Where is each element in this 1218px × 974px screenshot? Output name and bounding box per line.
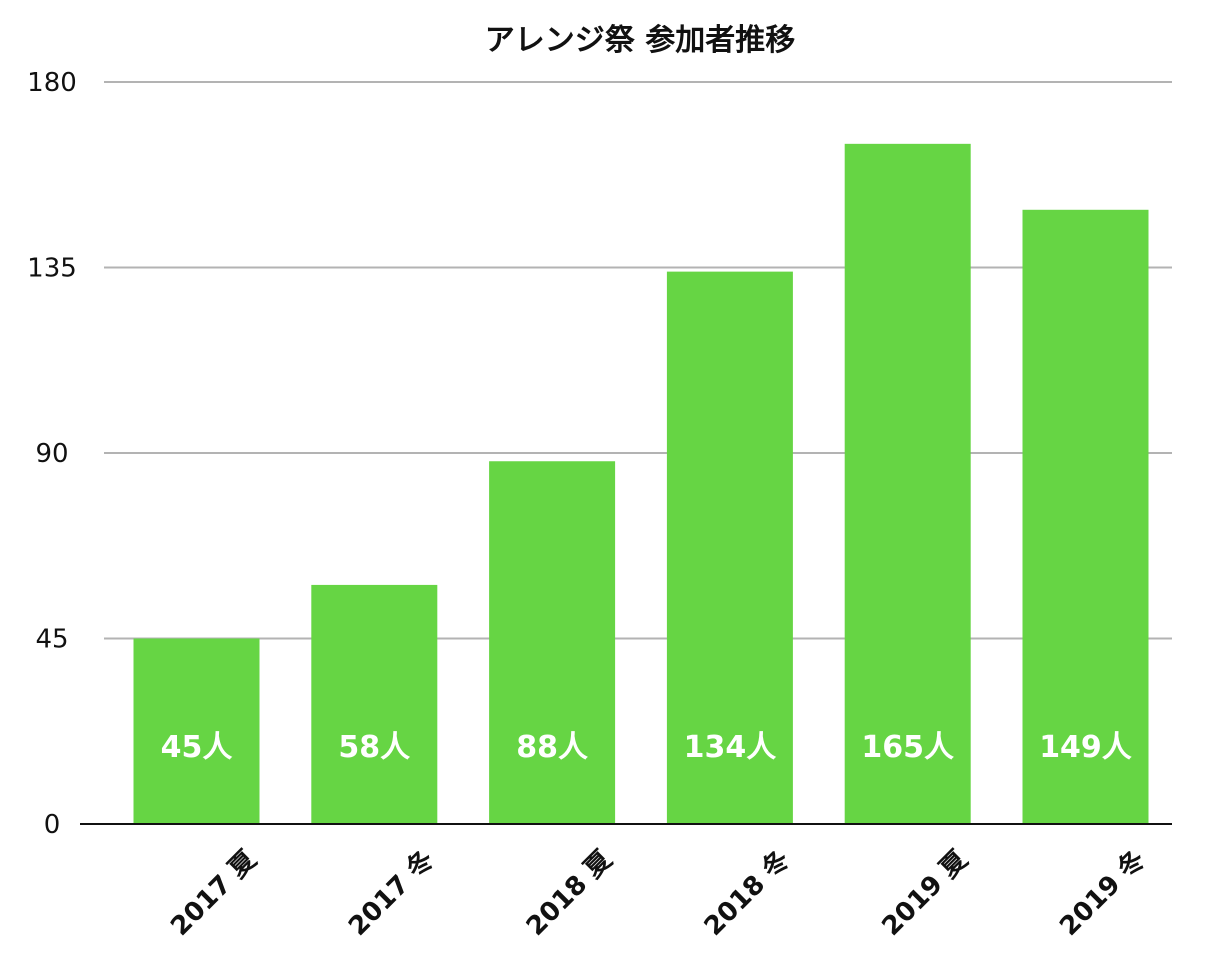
x-tick-label: 2018 冬	[699, 845, 796, 942]
data-label: 165人	[861, 730, 954, 765]
chart-title: アレンジ祭 参加者推移	[485, 23, 795, 58]
x-tick-label: 2019 冬	[1054, 845, 1151, 942]
bar	[133, 638, 260, 824]
bars	[133, 143, 1149, 825]
bar	[1022, 209, 1149, 825]
data-labels: 45人 58人 88人 134人 165人 149人	[161, 730, 1132, 765]
bar	[844, 143, 971, 825]
x-axis-ticks: 2017 夏 2017 冬 2018 夏 2018 冬 2019 夏 2019 冬	[165, 844, 1151, 942]
bar	[311, 584, 438, 824]
gridlines	[104, 81, 1172, 640]
data-label: 88人	[516, 730, 588, 765]
data-label: 58人	[338, 730, 410, 765]
x-tick-label: 2017 夏	[165, 844, 263, 942]
x-tick-label: 2019 夏	[876, 844, 974, 942]
y-tick-label: 45	[35, 625, 68, 655]
y-axis-ticks: 0 45 90 135 180	[27, 68, 77, 840]
y-tick-label: 135	[27, 254, 77, 284]
x-tick-label: 2018 夏	[521, 844, 619, 942]
bar	[489, 461, 616, 824]
bar	[666, 271, 793, 825]
y-tick-label: 0	[44, 810, 61, 840]
data-label: 149人	[1039, 730, 1132, 765]
data-label: 134人	[684, 730, 777, 765]
y-tick-label: 180	[27, 68, 77, 98]
y-tick-label: 90	[35, 439, 68, 469]
data-label: 45人	[161, 730, 233, 765]
x-tick-label: 2017 冬	[343, 845, 440, 942]
